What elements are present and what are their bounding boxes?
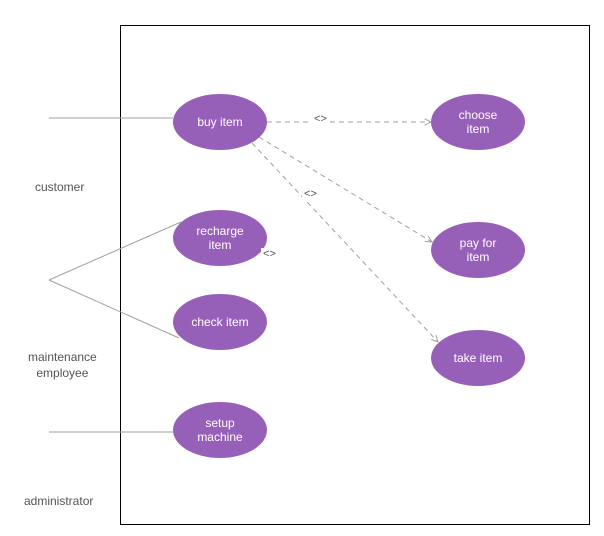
usecase-pay-for-item: pay foritem	[431, 222, 525, 278]
diagram-canvas: buy item chooseitem rechargeitem pay for…	[0, 0, 604, 536]
include-label-1: <>	[312, 113, 329, 125]
usecase-setup-machine: setupmachine	[173, 402, 267, 458]
usecase-label: rechargeitem	[196, 224, 243, 253]
usecase-buy-item: buy item	[173, 94, 267, 150]
actor-administrator: administrator	[24, 494, 93, 510]
usecase-label: pay foritem	[460, 236, 497, 265]
usecase-label: check item	[191, 315, 248, 329]
usecase-label: buy item	[197, 115, 242, 129]
actor-customer: customer	[35, 180, 84, 196]
usecase-choose-item: chooseitem	[431, 94, 525, 150]
usecase-label: setupmachine	[197, 416, 242, 445]
usecase-label: take item	[454, 351, 503, 365]
actor-maintenance: maintenanceemployee	[28, 350, 97, 381]
include-label-3: <>	[261, 248, 278, 260]
usecase-check-item: check item	[173, 294, 267, 350]
usecase-label: chooseitem	[459, 108, 498, 137]
include-label-2: <>	[302, 188, 319, 200]
usecase-take-item: take item	[431, 330, 525, 386]
usecase-recharge-item: rechargeitem	[173, 210, 267, 266]
